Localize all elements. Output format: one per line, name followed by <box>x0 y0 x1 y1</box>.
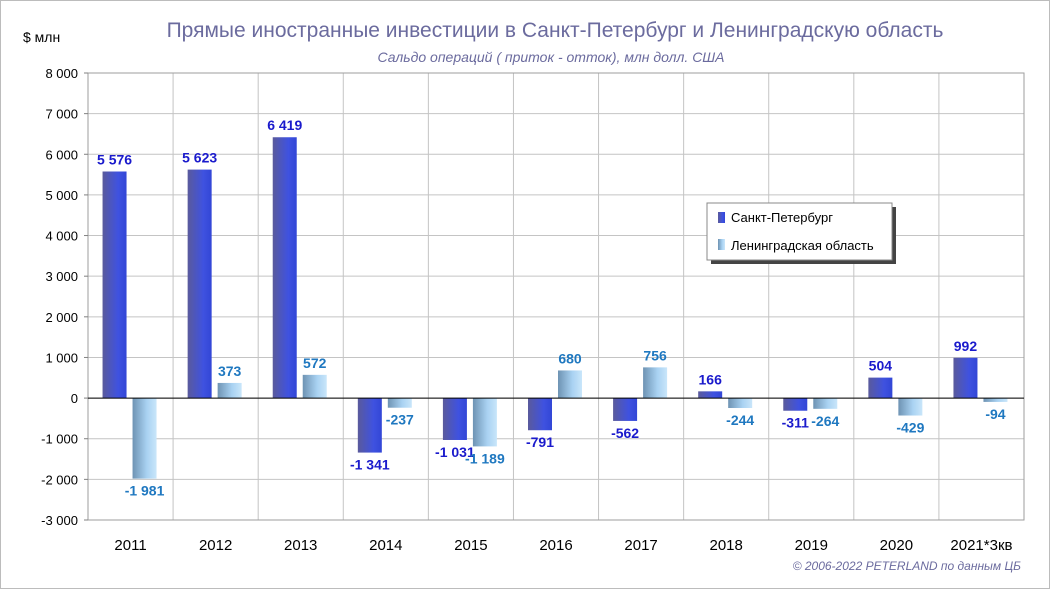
data-label-lenoblast: -244 <box>726 412 754 428</box>
data-label-spb: 5 623 <box>182 150 217 166</box>
y-tick-label: 0 <box>71 391 78 406</box>
y-tick-label: -2 000 <box>41 472 78 487</box>
y-axis: -3 000 -2 000 -1 000 0 1 000 2 000 3 000 4 000 5… <box>41 66 88 528</box>
x-tick-label: 2021*3кв <box>950 537 1012 554</box>
legend-box <box>706 202 893 261</box>
legend-label-spb: Санкт-Петербург <box>731 210 833 225</box>
source-credit: © 2006-2022 PETERLAND по данным ЦБ <box>793 559 1021 573</box>
y-axis-unit-label: $ млн <box>23 29 60 45</box>
bar-lenoblast <box>643 367 668 399</box>
data-labels: 5 576 5 623 6 419 -1 341 -1 031 -791 -562 166 -3… <box>97 117 1006 498</box>
bar-lenoblast <box>558 370 582 399</box>
bar-lenoblast <box>387 398 412 408</box>
bar-lenoblast <box>728 398 753 409</box>
y-tick-label: 4 000 <box>45 229 78 244</box>
legend-label-lo: Ленинградская область <box>731 238 874 253</box>
bar-lenoblast <box>472 398 497 447</box>
data-label-spb: 166 <box>699 371 723 387</box>
chart-subtitle: Сальдо операций ( приток - отток), млн д… <box>377 49 724 65</box>
data-label-spb: -311 <box>782 415 809 431</box>
data-label-lenoblast: -429 <box>896 420 924 436</box>
y-tick-label: -1 000 <box>41 432 78 447</box>
x-tick-label: 2012 <box>199 537 232 554</box>
plot-area <box>87 72 1025 521</box>
bar-spb <box>698 391 723 399</box>
bar-lenoblast <box>813 398 838 409</box>
data-label-lenoblast: 756 <box>643 347 667 363</box>
x-tick-label: 2011 <box>114 537 146 554</box>
data-label-lenoblast: -1 189 <box>465 450 505 466</box>
bar-spb <box>613 398 638 421</box>
bar-lenoblast <box>302 374 327 399</box>
x-axis: 2011 2012 2013 2014 2015 2016 2017 2018 2019 2020… <box>114 537 1012 554</box>
x-tick-label: 2015 <box>454 537 487 554</box>
data-label-spb: 6 419 <box>267 117 302 133</box>
bar-spb <box>272 137 297 399</box>
x-tick-label: 2020 <box>880 537 913 554</box>
y-tick-label: 5 000 <box>45 188 78 203</box>
y-tick-label: 8 000 <box>45 66 78 81</box>
data-label-spb: 5 576 <box>97 152 132 168</box>
bar-lenoblast <box>898 398 923 416</box>
bar-lenoblast <box>132 398 157 479</box>
data-label-lenoblast: 680 <box>558 350 582 366</box>
data-label-lenoblast: -1 981 <box>125 483 165 499</box>
data-label-spb: 992 <box>954 338 978 354</box>
x-tick-label: 2013 <box>284 537 317 554</box>
data-label-spb: -1 341 <box>350 457 390 473</box>
data-label-lenoblast: -264 <box>811 413 839 429</box>
bar-spb <box>528 398 552 431</box>
data-label-spb: -791 <box>526 434 554 450</box>
bar-spb <box>102 171 127 399</box>
bar-spb <box>357 398 382 453</box>
legend-swatch-spb <box>718 212 725 223</box>
chart-title: Прямые иностранные инвестиции в Санкт-Пе… <box>167 19 944 42</box>
y-tick-label: 1 000 <box>45 350 78 365</box>
legend: Санкт-Петербург Ленинградская область <box>706 202 896 264</box>
y-tick-label: 6 000 <box>45 147 78 162</box>
gridlines <box>88 72 1024 521</box>
bar-lenoblast <box>983 398 1008 402</box>
x-tick-label: 2014 <box>369 537 402 554</box>
bar-spb <box>953 357 978 399</box>
y-tick-label: 3 000 <box>45 269 78 284</box>
data-label-lenoblast: 572 <box>303 355 327 371</box>
x-tick-label: 2017 <box>624 537 657 554</box>
data-label-lenoblast: 373 <box>218 363 242 379</box>
bars <box>102 137 1008 479</box>
bar-spb <box>187 169 212 399</box>
data-label-lenoblast: -94 <box>985 406 1005 422</box>
data-label-spb: 504 <box>869 358 893 374</box>
x-tick-label: 2019 <box>795 537 828 554</box>
y-tick-label: 7 000 <box>45 107 78 122</box>
bar-lenoblast <box>217 382 242 399</box>
x-tick-label: 2016 <box>539 537 572 554</box>
bar-spb <box>868 377 893 399</box>
legend-swatch-lo <box>718 239 725 250</box>
data-label-lenoblast: -237 <box>386 412 414 428</box>
x-tick-label: 2018 <box>709 537 742 554</box>
y-tick-label: -3 000 <box>41 513 78 528</box>
data-label-spb: -562 <box>611 425 639 441</box>
y-tick-label: 2 000 <box>45 310 78 325</box>
bar-spb <box>442 398 467 440</box>
bar-spb <box>783 398 808 411</box>
data-label-spb: -1 031 <box>435 444 475 460</box>
